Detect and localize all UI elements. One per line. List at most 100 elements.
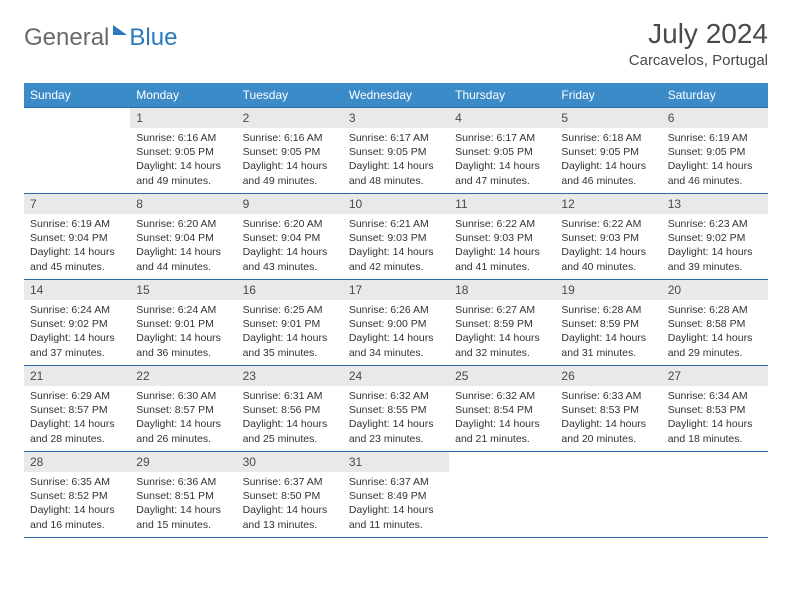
calendar-day-cell: 24Sunrise: 6:32 AMSunset: 8:55 PMDayligh… [343,366,449,452]
brand-logo: General Blue [24,18,177,52]
calendar-day-cell: 15Sunrise: 6:24 AMSunset: 9:01 PMDayligh… [130,280,236,366]
day-number: 18 [449,280,555,300]
calendar-week-row: 28Sunrise: 6:35 AMSunset: 8:52 PMDayligh… [24,452,768,538]
day-number: 16 [237,280,343,300]
calendar-day-cell: . [555,452,661,538]
day-detail: Sunrise: 6:29 AMSunset: 8:57 PMDaylight:… [24,386,130,450]
day-number: 30 [237,452,343,472]
page-header: General Blue July 2024 Carcavelos, Portu… [24,18,768,69]
weekday-header: Thursday [449,83,555,108]
calendar-day-cell: . [24,108,130,194]
day-number: 19 [555,280,661,300]
calendar-day-cell: 23Sunrise: 6:31 AMSunset: 8:56 PMDayligh… [237,366,343,452]
day-number: 28 [24,452,130,472]
day-number: 24 [343,366,449,386]
day-number: 6 [662,108,768,128]
day-detail: Sunrise: 6:34 AMSunset: 8:53 PMDaylight:… [662,386,768,450]
title-block: July 2024 Carcavelos, Portugal [629,18,768,69]
calendar-day-cell: 25Sunrise: 6:32 AMSunset: 8:54 PMDayligh… [449,366,555,452]
day-detail: Sunrise: 6:20 AMSunset: 9:04 PMDaylight:… [237,214,343,278]
calendar-day-cell: 20Sunrise: 6:28 AMSunset: 8:58 PMDayligh… [662,280,768,366]
weekday-header: Sunday [24,83,130,108]
calendar-day-cell: . [449,452,555,538]
calendar-day-cell: 7Sunrise: 6:19 AMSunset: 9:04 PMDaylight… [24,194,130,280]
day-number: 26 [555,366,661,386]
day-detail: Sunrise: 6:25 AMSunset: 9:01 PMDaylight:… [237,300,343,364]
day-detail: Sunrise: 6:37 AMSunset: 8:50 PMDaylight:… [237,472,343,536]
day-detail: Sunrise: 6:27 AMSunset: 8:59 PMDaylight:… [449,300,555,364]
day-detail: Sunrise: 6:37 AMSunset: 8:49 PMDaylight:… [343,472,449,536]
day-detail: Sunrise: 6:18 AMSunset: 9:05 PMDaylight:… [555,128,661,192]
calendar-day-cell: 16Sunrise: 6:25 AMSunset: 9:01 PMDayligh… [237,280,343,366]
calendar-day-cell: 29Sunrise: 6:36 AMSunset: 8:51 PMDayligh… [130,452,236,538]
calendar-day-cell: 30Sunrise: 6:37 AMSunset: 8:50 PMDayligh… [237,452,343,538]
location-label: Carcavelos, Portugal [629,52,768,69]
day-detail: Sunrise: 6:24 AMSunset: 9:01 PMDaylight:… [130,300,236,364]
day-number: 29 [130,452,236,472]
day-detail: Sunrise: 6:17 AMSunset: 9:05 PMDaylight:… [343,128,449,192]
day-number: 13 [662,194,768,214]
day-detail: Sunrise: 6:36 AMSunset: 8:51 PMDaylight:… [130,472,236,536]
calendar-day-cell: 22Sunrise: 6:30 AMSunset: 8:57 PMDayligh… [130,366,236,452]
weekday-header: Friday [555,83,661,108]
day-number: 11 [449,194,555,214]
day-number: 10 [343,194,449,214]
calendar-day-cell: 27Sunrise: 6:34 AMSunset: 8:53 PMDayligh… [662,366,768,452]
calendar-day-cell: 19Sunrise: 6:28 AMSunset: 8:59 PMDayligh… [555,280,661,366]
weekday-header: Wednesday [343,83,449,108]
calendar-day-cell: 13Sunrise: 6:23 AMSunset: 9:02 PMDayligh… [662,194,768,280]
weekday-header: Saturday [662,83,768,108]
day-detail: Sunrise: 6:22 AMSunset: 9:03 PMDaylight:… [555,214,661,278]
day-number: 25 [449,366,555,386]
day-number: 3 [343,108,449,128]
calendar-day-cell: . [662,452,768,538]
day-number: 2 [237,108,343,128]
day-number: 14 [24,280,130,300]
day-number: 8 [130,194,236,214]
day-detail: Sunrise: 6:16 AMSunset: 9:05 PMDaylight:… [237,128,343,192]
brand-part1: General [24,24,109,52]
day-detail: Sunrise: 6:32 AMSunset: 8:55 PMDaylight:… [343,386,449,450]
calendar-week-row: 7Sunrise: 6:19 AMSunset: 9:04 PMDaylight… [24,194,768,280]
day-detail: Sunrise: 6:23 AMSunset: 9:02 PMDaylight:… [662,214,768,278]
day-number: 7 [24,194,130,214]
calendar-day-cell: 14Sunrise: 6:24 AMSunset: 9:02 PMDayligh… [24,280,130,366]
calendar-day-cell: 28Sunrise: 6:35 AMSunset: 8:52 PMDayligh… [24,452,130,538]
calendar-week-row: 14Sunrise: 6:24 AMSunset: 9:02 PMDayligh… [24,280,768,366]
day-detail: Sunrise: 6:17 AMSunset: 9:05 PMDaylight:… [449,128,555,192]
day-detail: Sunrise: 6:30 AMSunset: 8:57 PMDaylight:… [130,386,236,450]
day-detail: Sunrise: 6:26 AMSunset: 9:00 PMDaylight:… [343,300,449,364]
day-detail: Sunrise: 6:28 AMSunset: 8:58 PMDaylight:… [662,300,768,364]
day-number: 21 [24,366,130,386]
day-number: 27 [662,366,768,386]
day-detail: Sunrise: 6:31 AMSunset: 8:56 PMDaylight:… [237,386,343,450]
weekday-header: Monday [130,83,236,108]
day-number: 20 [662,280,768,300]
day-number: 22 [130,366,236,386]
calendar-day-cell: 9Sunrise: 6:20 AMSunset: 9:04 PMDaylight… [237,194,343,280]
calendar-day-cell: 31Sunrise: 6:37 AMSunset: 8:49 PMDayligh… [343,452,449,538]
calendar-day-cell: 4Sunrise: 6:17 AMSunset: 9:05 PMDaylight… [449,108,555,194]
day-number: 23 [237,366,343,386]
day-number: 5 [555,108,661,128]
day-detail: Sunrise: 6:16 AMSunset: 9:05 PMDaylight:… [130,128,236,192]
day-detail: Sunrise: 6:20 AMSunset: 9:04 PMDaylight:… [130,214,236,278]
day-number: 9 [237,194,343,214]
day-detail: Sunrise: 6:32 AMSunset: 8:54 PMDaylight:… [449,386,555,450]
calendar-day-cell: 3Sunrise: 6:17 AMSunset: 9:05 PMDaylight… [343,108,449,194]
day-number: 1 [130,108,236,128]
day-detail: Sunrise: 6:19 AMSunset: 9:05 PMDaylight:… [662,128,768,192]
brand-triangle-icon [113,25,127,35]
day-detail: Sunrise: 6:19 AMSunset: 9:04 PMDaylight:… [24,214,130,278]
day-number: 31 [343,452,449,472]
day-detail: Sunrise: 6:33 AMSunset: 8:53 PMDaylight:… [555,386,661,450]
calendar-day-cell: 21Sunrise: 6:29 AMSunset: 8:57 PMDayligh… [24,366,130,452]
calendar-day-cell: 2Sunrise: 6:16 AMSunset: 9:05 PMDaylight… [237,108,343,194]
calendar-day-cell: 17Sunrise: 6:26 AMSunset: 9:00 PMDayligh… [343,280,449,366]
calendar-week-row: 21Sunrise: 6:29 AMSunset: 8:57 PMDayligh… [24,366,768,452]
day-detail: Sunrise: 6:21 AMSunset: 9:03 PMDaylight:… [343,214,449,278]
calendar-table: SundayMondayTuesdayWednesdayThursdayFrid… [24,83,768,538]
day-detail: Sunrise: 6:24 AMSunset: 9:02 PMDaylight:… [24,300,130,364]
day-number: 4 [449,108,555,128]
calendar-body: .1Sunrise: 6:16 AMSunset: 9:05 PMDayligh… [24,108,768,538]
